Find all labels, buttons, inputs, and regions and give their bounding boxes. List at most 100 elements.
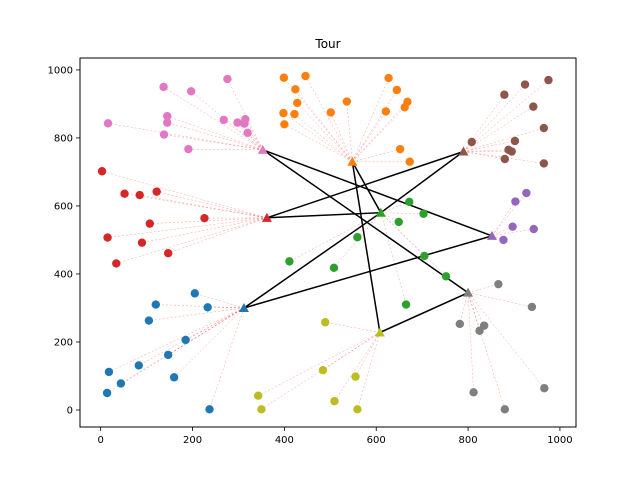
tour-line (243, 149, 495, 334)
data-point (395, 144, 405, 154)
data-point (205, 405, 214, 414)
spoke-line (346, 101, 353, 162)
data-point (540, 384, 549, 393)
data-point (280, 120, 289, 129)
spoke-line (138, 307, 245, 366)
y-tick-label: 400 (54, 269, 73, 280)
data-point (508, 222, 517, 231)
data-point (103, 233, 112, 242)
spoke-line (295, 89, 353, 162)
data-point (102, 388, 112, 398)
cluster-center-marker (374, 327, 385, 337)
spoke-line (352, 107, 405, 162)
spoke-line (491, 192, 527, 237)
spoke-line (459, 292, 469, 325)
spoke-line (334, 332, 381, 402)
spoke-line (156, 191, 267, 219)
spoke-line (108, 307, 245, 373)
data-point (401, 300, 411, 309)
data-point (112, 259, 121, 268)
data-point (135, 190, 144, 200)
spoke-line (141, 217, 267, 243)
spoke-line (167, 122, 263, 151)
data-point (539, 123, 549, 133)
cluster-center-marker (486, 230, 497, 240)
data-point (186, 87, 196, 96)
spoke-line (463, 127, 544, 152)
data-point (475, 326, 484, 335)
plot-frame (79, 57, 577, 428)
spoke-line (352, 101, 408, 162)
data-point (181, 335, 190, 345)
data-point (293, 98, 302, 108)
data-point (190, 289, 200, 298)
x-tick-label: 800 (459, 435, 478, 446)
data-point (507, 147, 516, 156)
spoke-line (223, 119, 263, 151)
x-tick-label: 0 (97, 435, 103, 446)
data-point (301, 71, 310, 81)
data-point (144, 316, 154, 325)
data-point (499, 235, 508, 245)
y-tick-label: 200 (54, 337, 73, 348)
spoke-line (325, 322, 380, 333)
spoke-line (357, 212, 381, 238)
data-point (219, 115, 228, 125)
cluster-center-marker (375, 207, 386, 217)
data-point (318, 366, 328, 375)
spoke-line (155, 304, 244, 309)
data-point (441, 272, 451, 281)
spoke-line (283, 112, 353, 162)
data-point (169, 373, 179, 382)
x-tick-label: 1000 (547, 435, 572, 446)
data-point (257, 405, 266, 414)
y-tick-label: 800 (54, 133, 73, 144)
spoke-line (101, 171, 267, 219)
data-point (342, 97, 352, 106)
data-point (405, 157, 414, 166)
cluster-center-marker (347, 156, 358, 166)
data-point (285, 257, 294, 266)
data-point (159, 82, 168, 92)
data-point (203, 303, 212, 312)
data-point (539, 159, 549, 168)
spoke-line (149, 217, 267, 224)
spoke-line (168, 217, 268, 254)
spoke-line (463, 79, 549, 152)
data-point (469, 388, 478, 397)
data-point (520, 80, 530, 89)
x-tick-label: 200 (183, 435, 202, 446)
data-point (290, 109, 299, 119)
data-point (120, 189, 129, 198)
data-point (420, 251, 429, 261)
data-point (500, 405, 510, 414)
spoke-line (322, 332, 381, 371)
spoke-line (467, 292, 474, 393)
spoke-line (355, 332, 381, 377)
cluster-centers (238, 144, 497, 337)
data-point (529, 102, 538, 111)
spoke-line (330, 112, 353, 162)
spoke-line (491, 201, 516, 237)
spoke-line (467, 292, 506, 410)
spoke-line (209, 307, 245, 410)
data-point (116, 379, 126, 388)
data-point (353, 233, 362, 242)
data-point (467, 137, 476, 147)
data-point (326, 108, 335, 117)
tour-path (243, 149, 495, 334)
cluster-center-marker (257, 144, 268, 154)
data-point (529, 224, 538, 234)
spoke-line (168, 307, 245, 356)
cluster-center-marker (238, 302, 249, 312)
spoke-line (380, 212, 447, 277)
data-point (163, 111, 172, 121)
data-point (152, 187, 161, 196)
spoke-line (163, 86, 263, 151)
spoke-line (173, 307, 245, 378)
data-point (419, 209, 428, 218)
data-point (253, 391, 263, 400)
data-point (527, 302, 537, 312)
data-point (163, 249, 173, 258)
spoke-line (207, 307, 244, 309)
